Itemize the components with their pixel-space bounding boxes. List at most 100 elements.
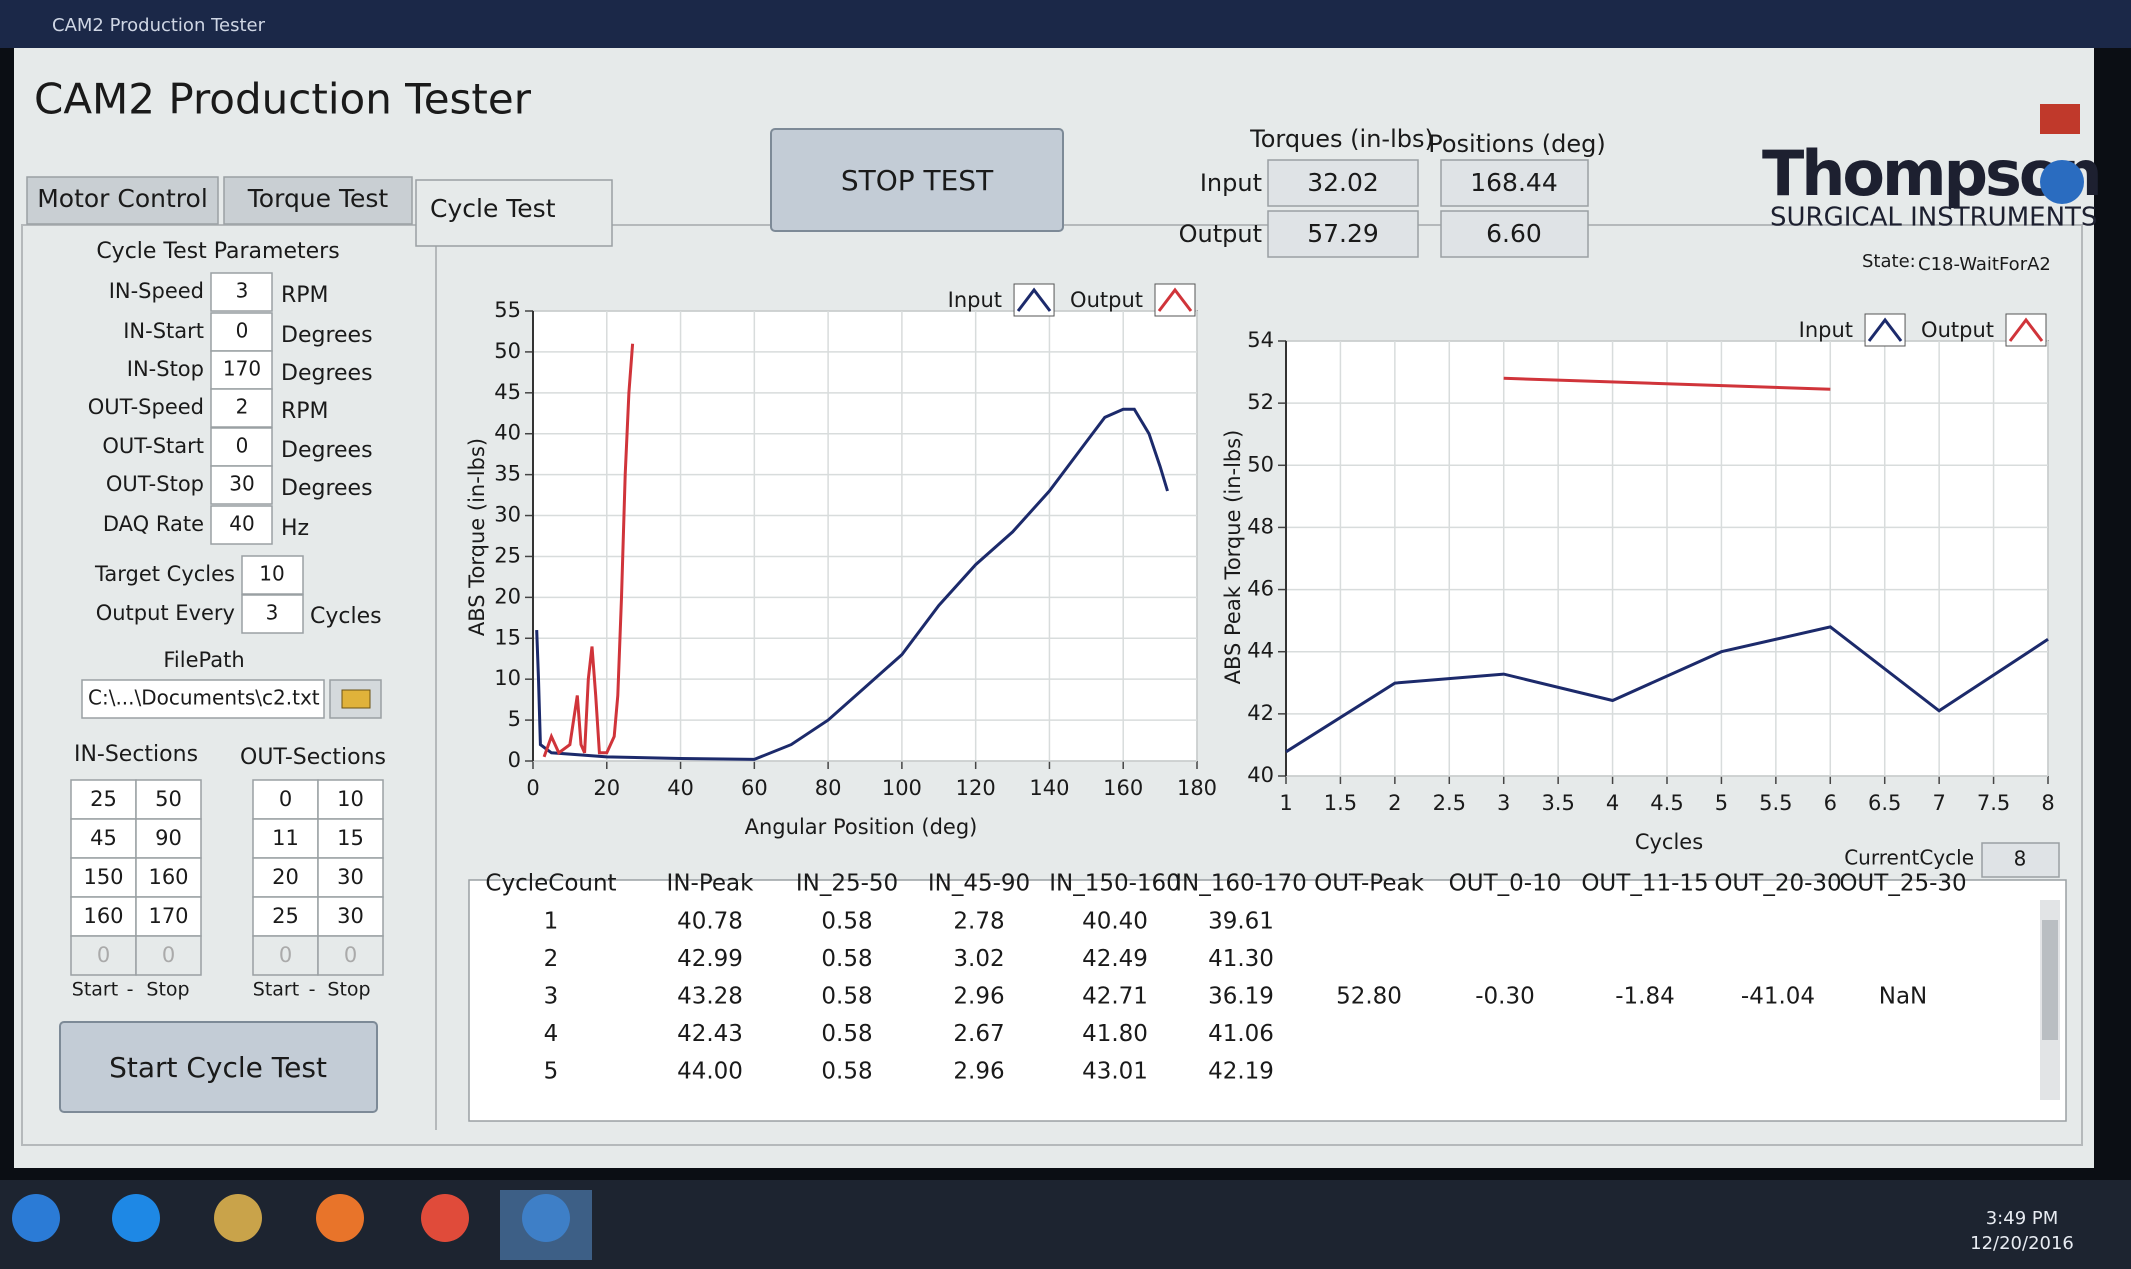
y-tick-label: 35	[494, 462, 521, 486]
column-header: OUT_25-30	[1839, 871, 1966, 897]
table-cell: -1.84	[1615, 984, 1675, 1010]
app-title: CAM2 Production Tester	[34, 75, 532, 124]
x-tick-label: 6.5	[1868, 791, 1901, 815]
start-button-label: Start Cycle Test	[109, 1051, 327, 1084]
table-cell: 0.58	[821, 946, 872, 972]
y-tick-label: 0	[508, 748, 521, 772]
taskbar-icon[interactable]	[112, 1194, 160, 1242]
torque-header: Torques (in-lbs)	[1249, 125, 1434, 153]
folder-icon	[341, 689, 371, 709]
taskbar-icon[interactable]	[421, 1194, 469, 1242]
title-bar	[0, 0, 2131, 48]
position-value: 168.44	[1470, 168, 1557, 197]
section-cell	[317, 818, 384, 859]
y-tick-label: 44	[1247, 639, 1274, 663]
taskbar-icon[interactable]	[522, 1194, 570, 1242]
column-header: IN_160-170	[1175, 871, 1307, 897]
param-box	[210, 350, 273, 390]
section-value: 50	[155, 787, 182, 811]
table-cell: 3.02	[953, 946, 1004, 972]
y-tick-label: 45	[494, 380, 521, 404]
section-footer: Stop	[146, 979, 189, 1001]
y-tick-label: 52	[1247, 390, 1274, 414]
y-tick-label: 30	[494, 503, 521, 527]
file-path-value: C:\...\Documents\c2.txt	[88, 686, 320, 710]
x-tick-label: 40	[667, 776, 694, 800]
table-cell: 42.49	[1082, 946, 1148, 972]
x-tick-label: 0	[526, 776, 539, 800]
section-value: 25	[90, 787, 117, 811]
start-button[interactable]	[59, 1021, 378, 1113]
table-cell: 2.67	[953, 1021, 1004, 1047]
section-cell	[70, 896, 137, 937]
param-label: IN-Speed	[109, 279, 204, 303]
section-value: 0	[344, 943, 357, 967]
current-cycle-label: CurrentCycle	[1844, 846, 1974, 870]
current-cycle-value: 8	[2014, 847, 2027, 871]
y-tick-label: 46	[1247, 577, 1274, 601]
y-tick-label: 10	[494, 666, 521, 690]
table-cell: 52.80	[1336, 984, 1402, 1010]
x-tick-label: 60	[741, 776, 768, 800]
table-cell: 2	[544, 946, 559, 972]
folder-button[interactable]	[329, 679, 382, 719]
section-value: 20	[272, 865, 299, 889]
table-cell: 0.58	[821, 1059, 872, 1085]
table-cell: 0.58	[821, 984, 872, 1010]
table-cell: 43.28	[677, 984, 743, 1010]
tab[interactable]	[26, 176, 219, 225]
param-unit: Cycles	[310, 604, 382, 629]
table-cell: 42.19	[1208, 1059, 1274, 1085]
param-unit: RPM	[281, 399, 329, 424]
section-value: 0	[97, 943, 110, 967]
table-cell: 44.00	[677, 1059, 743, 1085]
x-tick-label: 7	[1932, 791, 1945, 815]
state-value: C18-WaitForA2	[1918, 254, 2051, 275]
y-axis-label: ABS Peak Torque (in-lbs)	[1221, 430, 1245, 685]
section-cell	[252, 935, 319, 976]
x-tick-label: 1	[1279, 791, 1292, 815]
section-value: 45	[90, 826, 117, 850]
section-value: 25	[272, 904, 299, 928]
section-cell	[135, 935, 202, 976]
x-tick-label: 2	[1388, 791, 1401, 815]
table-cell: 3	[544, 984, 559, 1010]
close-button[interactable]	[2040, 104, 2080, 134]
y-tick-label: 55	[494, 298, 521, 322]
table-cell: 41.06	[1208, 1021, 1274, 1047]
y-tick-label: 15	[494, 625, 521, 649]
stop-button[interactable]	[770, 128, 1064, 232]
section-value: 160	[148, 865, 188, 889]
legend-label: Output	[1921, 318, 1994, 342]
table-cell: 36.19	[1208, 984, 1274, 1010]
taskbar-icon[interactable]	[316, 1194, 364, 1242]
y-tick-label: 5	[508, 707, 521, 731]
series-line	[1285, 625, 2049, 754]
taskbar-icon[interactable]	[12, 1194, 60, 1242]
tab-label: Cycle Test	[430, 194, 556, 223]
column-header: IN_25-50	[796, 871, 898, 897]
x-tick-label: 3	[1497, 791, 1510, 815]
y-tick-label: 50	[1247, 452, 1274, 476]
param-value: 0	[236, 434, 249, 458]
x-tick-label: 8	[2041, 791, 2054, 815]
param-unit: RPM	[281, 283, 329, 308]
param-value: 3	[266, 601, 279, 625]
torque-value: 57.29	[1307, 219, 1379, 248]
param-value: 40	[229, 512, 254, 536]
scroll-thumb[interactable]	[2042, 920, 2058, 1040]
tab[interactable]	[223, 176, 413, 225]
legend-icon	[2008, 317, 2044, 342]
out-sections-title: OUT-Sections	[240, 745, 386, 770]
table-cell: 40.40	[1082, 909, 1148, 935]
taskbar-icon[interactable]	[214, 1194, 262, 1242]
tab[interactable]	[415, 179, 613, 247]
current-cycle-box	[1981, 842, 2060, 878]
param-unit: Hz	[281, 516, 309, 541]
section-cell	[317, 935, 384, 976]
table-cell: 42.43	[677, 1021, 743, 1047]
section-footer: -	[309, 979, 316, 1001]
column-header: CycleCount	[485, 871, 616, 897]
column-header: OUT_11-15	[1581, 871, 1708, 897]
x-axis-label: Cycles	[1635, 830, 1703, 854]
